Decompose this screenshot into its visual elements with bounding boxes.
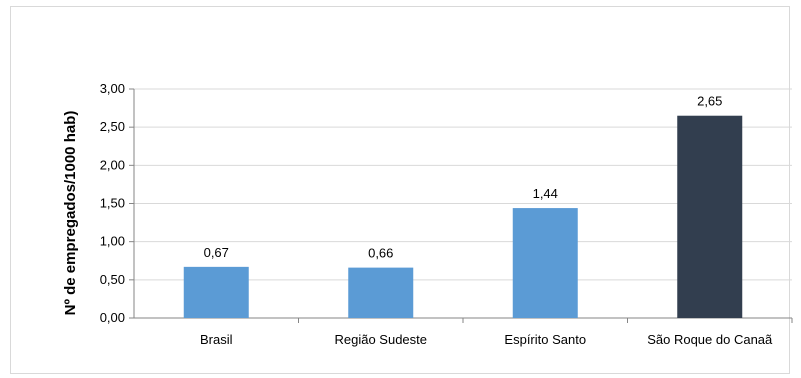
- category-labels: Brasil Região Sudeste Espírito Santo São Ro…: [200, 332, 773, 347]
- y-tick-label: 1,00: [100, 234, 125, 249]
- data-labels: 0,67 0,66 1,44 2,65: [204, 94, 723, 261]
- y-tick-label: 1,50: [100, 196, 125, 211]
- data-label: 2,65: [697, 94, 722, 109]
- y-tick-labels: 0,00 0,50 1,00 1,50 2,00 2,50 3,00: [100, 81, 125, 325]
- category-label: São Roque do Canaã: [647, 332, 773, 347]
- data-label: 0,67: [204, 245, 229, 260]
- y-tick-label: 3,00: [100, 81, 125, 96]
- data-label: 1,44: [533, 186, 558, 201]
- y-tick-label: 0,50: [100, 272, 125, 287]
- category-label: Espírito Santo: [504, 332, 586, 347]
- y-tick-label: 2,00: [100, 157, 125, 172]
- y-tick-label: 2,50: [100, 119, 125, 134]
- bar: [513, 208, 578, 318]
- y-axis-label: Nº de empregados/1000 hab): [62, 111, 79, 316]
- bar: [677, 116, 742, 318]
- category-label: Região Sudeste: [334, 332, 427, 347]
- data-label: 0,66: [368, 246, 393, 261]
- y-tick-label: 0,00: [100, 310, 125, 325]
- bar: [348, 268, 413, 318]
- bar: [184, 267, 249, 318]
- category-label: Brasil: [200, 332, 233, 347]
- bars: [184, 116, 743, 318]
